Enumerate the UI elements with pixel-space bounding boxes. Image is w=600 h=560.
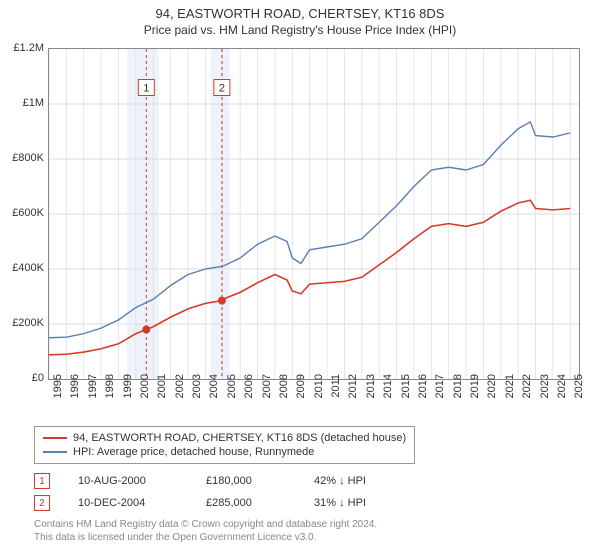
xtick-label: 1997 bbox=[87, 374, 99, 414]
xtick-label: 2007 bbox=[261, 374, 273, 414]
marker-row-2: 2 10-DEC-2004 £285,000 31% ↓ HPI bbox=[34, 492, 366, 514]
marker-pct-1: 42% ↓ HPI bbox=[314, 475, 366, 487]
xtick-label: 2001 bbox=[156, 374, 168, 414]
marker-table: 1 10-AUG-2000 £180,000 42% ↓ HPI 2 10-DE… bbox=[34, 470, 366, 514]
xtick-label: 2010 bbox=[313, 374, 325, 414]
xtick-label: 2002 bbox=[174, 374, 186, 414]
xtick-label: 2019 bbox=[469, 374, 481, 414]
marker-date-1: 10-AUG-2000 bbox=[78, 475, 178, 487]
svg-text:1: 1 bbox=[143, 83, 149, 95]
chart-container: 94, EASTWORTH ROAD, CHERTSEY, KT16 8DS P… bbox=[0, 0, 600, 560]
chart-plot-area: 12 bbox=[48, 48, 580, 380]
marker-number-1: 1 bbox=[39, 476, 45, 487]
marker-price-1: £180,000 bbox=[206, 475, 286, 487]
xtick-label: 2008 bbox=[278, 374, 290, 414]
svg-text:2: 2 bbox=[219, 83, 225, 95]
marker-badge-2: 2 bbox=[34, 495, 50, 511]
title-line1: 94, EASTWORTH ROAD, CHERTSEY, KT16 8DS bbox=[0, 0, 600, 23]
ytick-label: £1M bbox=[23, 97, 44, 109]
xtick-label: 2022 bbox=[521, 374, 533, 414]
ytick-label: £400K bbox=[12, 262, 44, 274]
legend-label-property: 94, EASTWORTH ROAD, CHERTSEY, KT16 8DS (… bbox=[73, 432, 406, 444]
footer: Contains HM Land Registry data © Crown c… bbox=[34, 518, 377, 544]
xtick-label: 2000 bbox=[139, 374, 151, 414]
xtick-label: 2004 bbox=[208, 374, 220, 414]
xtick-label: 2023 bbox=[539, 374, 551, 414]
xtick-label: 2020 bbox=[486, 374, 498, 414]
xtick-label: 2024 bbox=[556, 374, 568, 414]
xtick-label: 2015 bbox=[400, 374, 412, 414]
xtick-label: 2006 bbox=[243, 374, 255, 414]
xtick-label: 2011 bbox=[330, 374, 342, 414]
ytick-label: £1.2M bbox=[13, 42, 44, 54]
xtick-label: 2021 bbox=[504, 374, 516, 414]
xtick-label: 2003 bbox=[191, 374, 203, 414]
ytick-label: £600K bbox=[12, 207, 44, 219]
ytick-label: £800K bbox=[12, 152, 44, 164]
xtick-label: 2016 bbox=[417, 374, 429, 414]
legend-swatch-hpi bbox=[43, 451, 67, 453]
xtick-label: 2009 bbox=[295, 374, 307, 414]
marker-number-2: 2 bbox=[39, 498, 45, 509]
footer-line2: This data is licensed under the Open Gov… bbox=[34, 531, 377, 544]
ytick-label: £0 bbox=[32, 372, 44, 384]
xtick-label: 2017 bbox=[434, 374, 446, 414]
xtick-label: 1999 bbox=[122, 374, 134, 414]
ytick-label: £200K bbox=[12, 317, 44, 329]
xtick-label: 1998 bbox=[104, 374, 116, 414]
footer-line1: Contains HM Land Registry data © Crown c… bbox=[34, 518, 377, 531]
xtick-label: 2013 bbox=[365, 374, 377, 414]
legend-row-property: 94, EASTWORTH ROAD, CHERTSEY, KT16 8DS (… bbox=[43, 431, 406, 445]
marker-date-2: 10-DEC-2004 bbox=[78, 497, 178, 509]
xtick-label: 2005 bbox=[226, 374, 238, 414]
xtick-label: 2025 bbox=[573, 374, 585, 414]
xtick-label: 2014 bbox=[382, 374, 394, 414]
legend: 94, EASTWORTH ROAD, CHERTSEY, KT16 8DS (… bbox=[34, 426, 415, 464]
legend-label-hpi: HPI: Average price, detached house, Runn… bbox=[73, 446, 314, 458]
marker-pct-2: 31% ↓ HPI bbox=[314, 497, 366, 509]
marker-row-1: 1 10-AUG-2000 £180,000 42% ↓ HPI bbox=[34, 470, 366, 492]
xtick-label: 1995 bbox=[52, 374, 64, 414]
marker-badge-1: 1 bbox=[34, 473, 50, 489]
xtick-label: 2018 bbox=[452, 374, 464, 414]
xtick-label: 2012 bbox=[347, 374, 359, 414]
xtick-label: 1996 bbox=[69, 374, 81, 414]
legend-row-hpi: HPI: Average price, detached house, Runn… bbox=[43, 445, 406, 459]
title-line2: Price paid vs. HM Land Registry's House … bbox=[0, 23, 600, 41]
chart-svg: 12 bbox=[49, 49, 579, 379]
legend-swatch-property bbox=[43, 437, 67, 439]
marker-price-2: £285,000 bbox=[206, 497, 286, 509]
